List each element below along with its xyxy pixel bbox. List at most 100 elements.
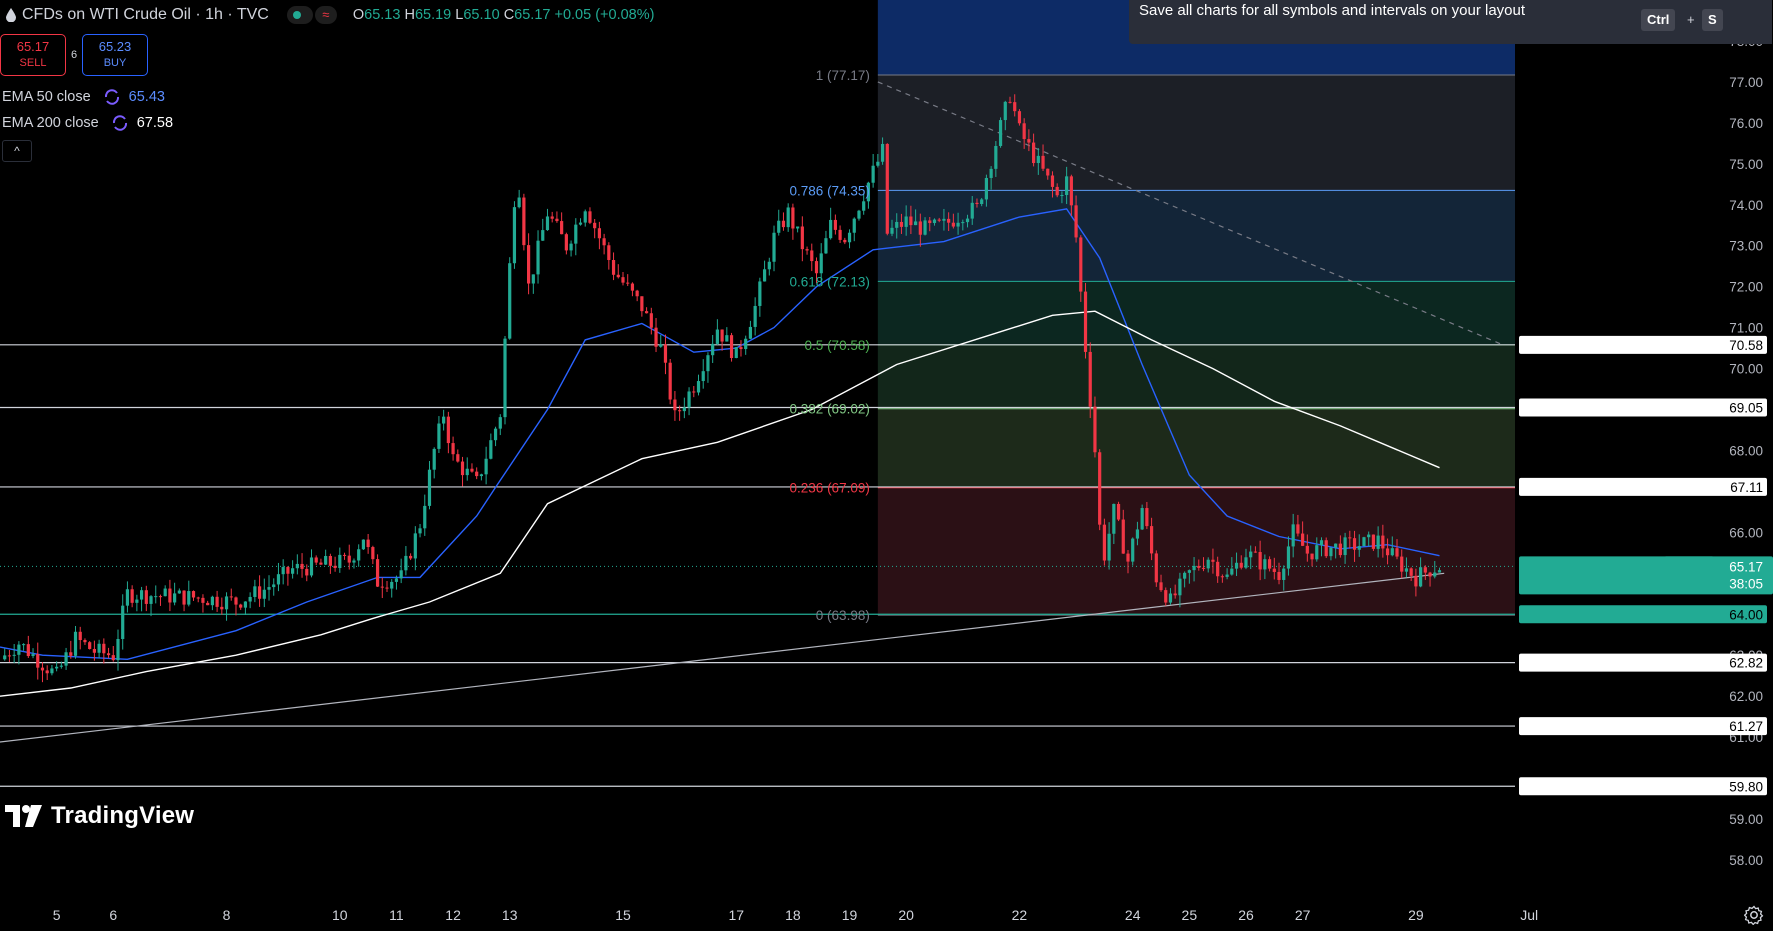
candle-body (1305, 545, 1309, 554)
candle (824, 230, 828, 254)
candle (1267, 556, 1272, 572)
level-price-tag (1519, 335, 1767, 354)
candle (1149, 517, 1154, 561)
candle (602, 233, 606, 255)
candle (914, 209, 918, 226)
candle-body (1159, 582, 1163, 591)
candle-body (1154, 553, 1158, 583)
candle-body (635, 290, 639, 297)
candle-body (1352, 538, 1357, 550)
candle (1301, 521, 1305, 547)
tradingview-logo[interactable]: TradingView (5, 802, 194, 830)
price-tick-label: 77.00 (1729, 75, 1763, 90)
candle (418, 523, 422, 538)
candle (385, 580, 389, 592)
candle (380, 577, 384, 599)
candle (522, 193, 526, 251)
candle (375, 554, 380, 588)
candle-body (1065, 176, 1069, 196)
price-tick-label: 72.00 (1729, 280, 1763, 295)
candle-body (819, 253, 823, 274)
candle (215, 590, 219, 612)
ema-lines (0, 208, 1440, 697)
candle-body (512, 207, 517, 264)
symbol-title[interactable]: CFDs on WTI Crude Oil · 1h · TVC (22, 6, 269, 23)
candle (1154, 550, 1158, 587)
settings-gear-icon[interactable] (1744, 905, 1764, 925)
candle (805, 246, 809, 255)
candle (734, 346, 738, 359)
candle (276, 562, 281, 592)
time-axis: 5 6 8 10 11 12 13 15 17 18 19 20 22 24 25 26 27 29 Jul (0, 880, 1773, 931)
candle (394, 575, 399, 590)
price-tick-label: 70.00 (1729, 362, 1763, 377)
candle (342, 552, 347, 560)
candle-body (45, 670, 49, 674)
candle-body (682, 407, 686, 412)
candle-body (1319, 540, 1324, 546)
candle-body (578, 222, 583, 225)
ema50-line (0, 208, 1440, 661)
candle (810, 243, 814, 272)
time-tick-label: 19 (842, 907, 858, 923)
buy-button[interactable]: 65.23 BUY (82, 34, 148, 76)
candle (399, 558, 403, 584)
candle-body (1074, 205, 1078, 238)
candle (621, 272, 625, 286)
candle (1093, 396, 1097, 458)
candle (1145, 501, 1149, 530)
candle-body (593, 222, 597, 229)
candle (1239, 555, 1243, 570)
candle-body (975, 202, 979, 204)
candle (347, 544, 351, 570)
candle (451, 436, 455, 461)
candle (187, 580, 191, 607)
candle-body (427, 469, 432, 506)
candle-body (1230, 568, 1234, 575)
candle (975, 198, 979, 208)
candle (26, 635, 30, 658)
candle (866, 181, 871, 209)
candle-body (663, 344, 668, 363)
collapse-legend-button[interactable]: ^ (2, 140, 32, 162)
candle (432, 447, 436, 479)
indicator-ema50[interactable]: EMA 50 close 65.43 (2, 88, 165, 106)
candle (470, 463, 474, 473)
candle (135, 594, 139, 612)
candle-body (69, 652, 73, 656)
candle (248, 592, 252, 609)
candle-body (998, 120, 1003, 146)
candle-body (257, 586, 262, 599)
candle (168, 579, 172, 612)
logo-text: TradingView (51, 802, 195, 829)
candle-body (40, 667, 45, 671)
price-tick-label: 76.00 (1729, 116, 1763, 131)
candle-body (1121, 519, 1125, 554)
candle (1305, 534, 1309, 562)
candle-body (876, 161, 880, 166)
candle (1079, 235, 1083, 302)
candle (1409, 567, 1413, 581)
candle (1253, 546, 1258, 553)
candle (1376, 526, 1380, 558)
candle (578, 218, 583, 226)
candle (154, 585, 158, 604)
candle (965, 214, 970, 228)
candle-body (1135, 529, 1140, 539)
candle (489, 433, 493, 460)
candle-body (937, 219, 941, 221)
sell-button[interactable]: 65.17 SELL (0, 34, 66, 76)
candle-body (1400, 556, 1404, 572)
candle-body (659, 344, 663, 347)
candle-body (1357, 546, 1361, 550)
candle-body (1310, 553, 1314, 560)
candle-body (1244, 557, 1248, 568)
indicator-ema200[interactable]: EMA 200 close 67.58 (2, 114, 173, 132)
candle (1017, 109, 1022, 126)
candle-body (560, 221, 564, 235)
candle (847, 229, 852, 249)
candle-body (116, 638, 120, 661)
time-tick-label: 26 (1238, 907, 1254, 923)
candle-body (1220, 576, 1224, 578)
